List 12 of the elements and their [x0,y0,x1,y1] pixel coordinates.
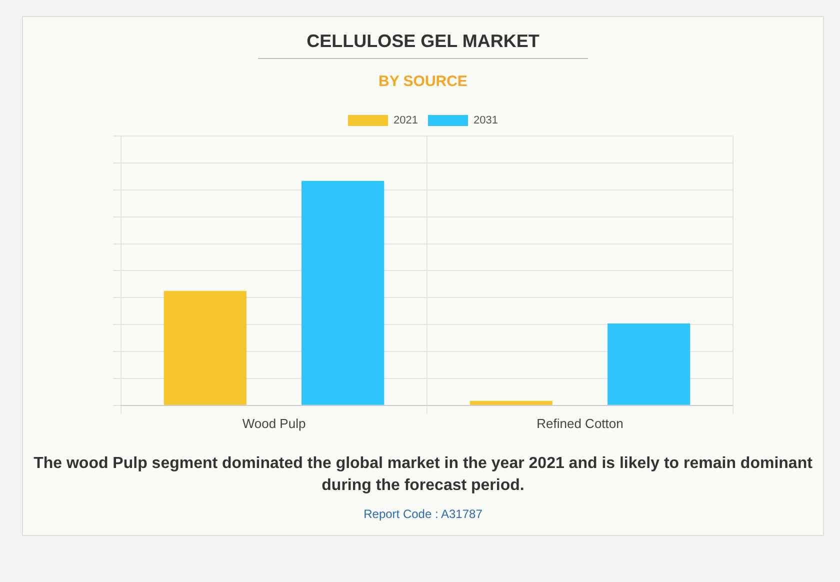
chart-subtitle: BY SOURCE [378,73,468,90]
legend-label: 2021 [394,114,418,127]
text: The wood Pulp segment dominated the global market in the year 2021 and is likely to remain dominant during the forecast period. [32,454,814,496]
x-tick-label: Wood Pulp [242,416,306,431]
legend-label: 2031 [474,114,498,127]
text: Report Code : A31787 [362,507,484,521]
bar [164,290,246,405]
bar [470,400,552,405]
chart-title: CELLULOSE GEL MARKET [306,31,540,52]
bar [302,180,384,405]
bar [608,323,690,405]
x-tick-label: Refined Cotton [536,416,624,431]
